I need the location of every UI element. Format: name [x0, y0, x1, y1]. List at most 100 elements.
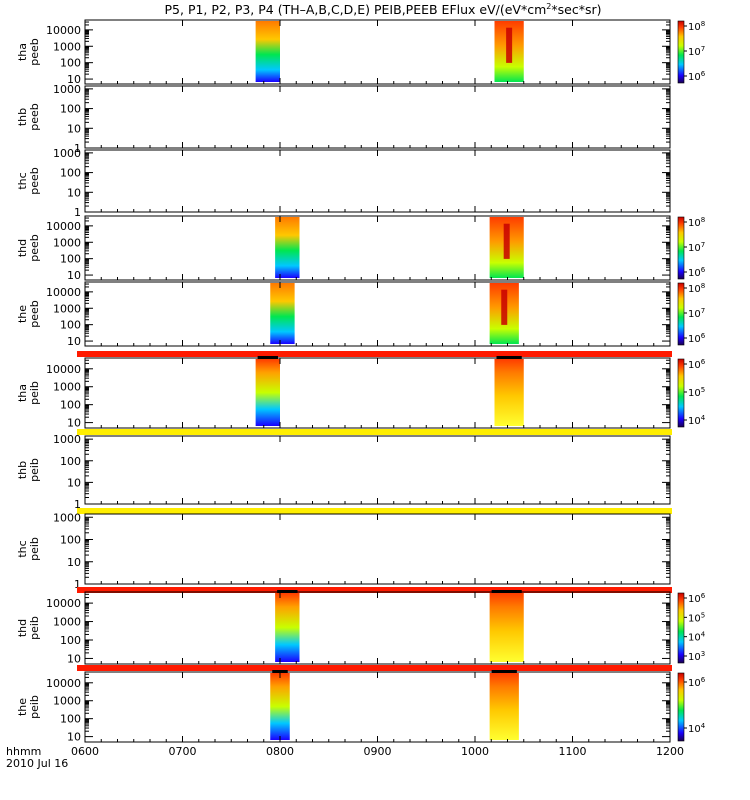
y-tick-label: 1000 [53, 147, 81, 160]
panel-frame [84, 19, 671, 85]
y-tick-label: 10 [67, 476, 81, 489]
y-tick-label: 100 [60, 103, 81, 116]
colorbar-exponent: 7 [701, 45, 705, 53]
colorbar-label: 104 [688, 414, 706, 427]
data-burst [255, 21, 280, 82]
colorbar-label: 105 [688, 611, 705, 624]
y-tick-label: 10000 [46, 363, 81, 376]
colorbar-exponent: 4 [701, 414, 706, 422]
colorbar-label: 104 [688, 631, 706, 644]
flux-peak [503, 223, 510, 259]
y-tick-label: 1000 [53, 302, 81, 315]
fill-band [77, 587, 672, 593]
y-tick-label: 1000 [53, 511, 81, 524]
y-tick-label: 10 [67, 122, 81, 135]
panel-frame [84, 435, 671, 505]
y-tick-label: 10 [67, 652, 81, 665]
y-tick-label: 100 [60, 319, 81, 332]
colorbar-label: 103 [688, 650, 705, 663]
panel-thc-peeb: 1000 100 10 1 thc peeb [16, 147, 671, 219]
colorbar-label: 108 [688, 216, 705, 229]
y-tick-label: 10000 [46, 286, 81, 299]
y-tick-label: 10 [67, 417, 81, 430]
panel-thd-peeb: 10000 1000 100 10 thd peeb 108 107 106 [16, 215, 706, 282]
colorbar [677, 20, 685, 84]
panel-tha-peeb: 10000 1000 100 10 tha peeb 108 107 106 [16, 19, 706, 86]
x-tick-label: 1000 [461, 745, 489, 758]
panel-thb-peib: 1000 100 10 1 thb peib [16, 429, 672, 511]
colorbar-label: 107 [688, 241, 705, 254]
panel-frame [84, 357, 671, 429]
panel-instrument-label: peeb [28, 38, 41, 66]
colorbar-label: 107 [688, 45, 705, 58]
flux-peak [501, 289, 508, 325]
x-tick-label: 0700 [169, 745, 197, 758]
x-tick-label: 0900 [364, 745, 392, 758]
x-tick-label: 1200 [656, 745, 684, 758]
panel-tha-peib: 10000 1000 100 10 tha peib 106 105 104 [16, 351, 706, 430]
colorbar-exponent: 5 [701, 386, 705, 394]
colorbar-exponent: 6 [701, 332, 706, 340]
y-tick-label: 100 [60, 534, 81, 547]
y-tick-label: 10000 [46, 220, 81, 233]
panel-frame [84, 513, 671, 585]
y-tick-label: 10000 [46, 24, 81, 37]
colorbar [677, 592, 685, 664]
data-burst [255, 359, 280, 426]
panel-probe-label: thc [16, 540, 29, 557]
colorbar-exponent: 4 [701, 631, 706, 639]
y-tick-label: 100 [60, 455, 81, 468]
colorbar-exponent: 5 [701, 611, 705, 619]
y-tick-label: 1000 [53, 83, 81, 96]
y-tick-label: 1000 [53, 616, 81, 629]
fill-band [77, 508, 672, 514]
data-burst [275, 217, 300, 278]
panel-frame [84, 671, 671, 743]
fill-band [77, 665, 672, 671]
panel-frame [84, 591, 671, 665]
flux-peak [506, 27, 513, 63]
data-burst [494, 359, 524, 426]
y-tick-label: 100 [60, 399, 81, 412]
colorbar-label: 106 [688, 266, 706, 279]
date-label: 2010 Jul 16 [6, 757, 68, 770]
colorbar-label: 106 [688, 70, 706, 83]
fill-band [77, 429, 672, 435]
x-axis-label: hhmm [6, 745, 41, 758]
colorbar-label: 106 [688, 592, 706, 605]
colorbar-exponent: 8 [701, 20, 705, 28]
panel-instrument-label: peib [28, 381, 41, 405]
panel-instrument-label: peib [28, 695, 41, 719]
data-burst [275, 593, 300, 662]
colorbar-exponent: 4 [701, 722, 706, 730]
panel-probe-label: thb [16, 108, 29, 126]
panel-thd-peib: 10000 1000 100 10 thd peib 106 105 104 103 [16, 587, 706, 665]
x-tick-label: 1100 [559, 745, 587, 758]
colorbar-exponent: 6 [701, 266, 706, 274]
x-tick-label: 0600 [71, 745, 99, 758]
colorbar-label: 104 [688, 722, 706, 735]
x-axis: 0600 0700 0800 0900 1000 1100 1200 [71, 745, 684, 758]
colorbar-label: 105 [688, 386, 705, 399]
y-tick-label: 10000 [46, 677, 81, 690]
y-tick-label: 1000 [53, 236, 81, 249]
data-burst [489, 673, 519, 740]
panel-the-peib: 10000 1000 100 10 the peib 106 104 [16, 665, 706, 744]
y-tick-label: 1000 [53, 695, 81, 708]
colorbar [677, 672, 685, 742]
panel-probe-label: thc [16, 172, 29, 189]
y-tick-label: 100 [60, 713, 81, 726]
y-tick-label: 100 [60, 57, 81, 70]
colorbar-label: 108 [688, 282, 705, 295]
panel-frame [84, 215, 671, 281]
y-tick-label: 1 [74, 498, 81, 511]
colorbar [677, 358, 685, 428]
colorbar-exponent: 6 [701, 676, 706, 684]
data-burst [489, 593, 524, 662]
panel-instrument-label: peib [28, 537, 41, 561]
colorbar-exponent: 7 [701, 307, 705, 315]
data-burst [270, 673, 290, 740]
colorbar-exponent: 3 [701, 650, 705, 658]
